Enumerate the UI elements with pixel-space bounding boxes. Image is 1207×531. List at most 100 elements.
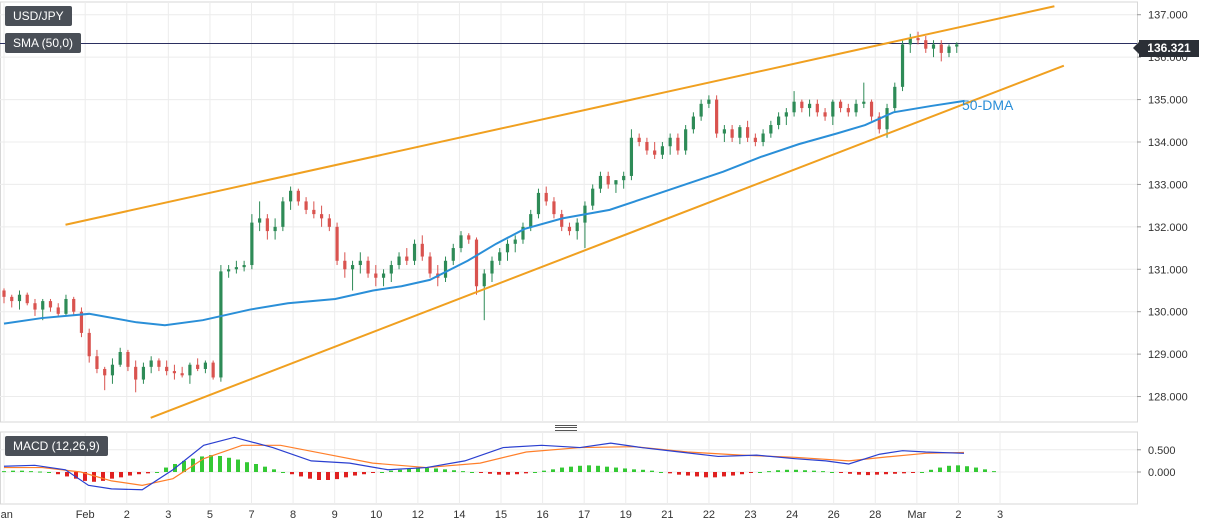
x-tick-label: 23 xyxy=(744,509,756,521)
candle-body xyxy=(188,364,192,376)
macd-hist-bar xyxy=(488,472,492,474)
candle-body xyxy=(451,248,455,261)
macd-hist-bar xyxy=(65,472,69,477)
macd-hist-bar xyxy=(623,468,627,472)
candle-body xyxy=(846,108,850,113)
x-tick-label: 2 xyxy=(955,509,961,521)
macd-hist-bar xyxy=(587,465,591,472)
candle-body xyxy=(87,332,91,357)
candle-body xyxy=(2,290,6,297)
candle-body xyxy=(126,352,130,367)
macd-hist-bar xyxy=(776,470,780,472)
x-tick-label: 22 xyxy=(703,509,715,521)
candle-body xyxy=(234,267,238,270)
candle-body xyxy=(467,235,471,240)
macd-hist-bar xyxy=(605,466,609,472)
candle-body xyxy=(118,352,122,365)
macd-hist-bar xyxy=(947,465,951,472)
candle-body xyxy=(350,265,355,270)
candle-body xyxy=(110,364,115,376)
macd-hist-bar xyxy=(470,472,474,473)
macd-hist-bar xyxy=(83,472,87,481)
macd-hist-bar xyxy=(119,472,123,478)
macd-hist-bar xyxy=(74,472,78,479)
macd-hist-bar xyxy=(434,468,438,472)
x-tick-label: 10 xyxy=(370,509,382,521)
macd-hist-bar xyxy=(749,472,753,473)
candle-body xyxy=(180,373,184,376)
macd-hist-bar xyxy=(479,472,483,473)
candle-body xyxy=(48,301,53,308)
macd-hist-bar xyxy=(164,467,168,472)
macd-hist-bar xyxy=(290,472,294,475)
x-tick-label: 15 xyxy=(495,509,507,521)
candle-body xyxy=(428,256,432,274)
candle-body xyxy=(931,44,936,49)
candle-body xyxy=(141,366,146,380)
macd-hist-bar xyxy=(965,466,969,472)
candle-body xyxy=(823,112,827,117)
macd-hist-bar xyxy=(362,472,366,475)
candle-body xyxy=(227,269,231,272)
macd-hist-bar xyxy=(380,472,384,473)
candle-body xyxy=(10,296,14,302)
last-price-tag: 136.321 xyxy=(1133,40,1199,57)
candle-body xyxy=(761,133,765,142)
macd-hist-bar xyxy=(992,471,996,473)
candle-body xyxy=(498,252,502,261)
candle-body xyxy=(653,150,657,155)
candle-body xyxy=(614,180,618,185)
macd-indicator-label[interactable]: MACD (12,26,9) xyxy=(5,436,108,456)
candle-body xyxy=(366,260,370,274)
candle-body xyxy=(676,137,680,151)
macd-hist-bar xyxy=(542,470,546,472)
macd-hist-bar xyxy=(659,472,663,473)
macd-hist-bar xyxy=(272,469,276,472)
macd-hist-bar xyxy=(452,470,456,472)
candle-body xyxy=(165,366,169,372)
price-pane-frame xyxy=(0,1,1138,423)
candle-body xyxy=(792,101,796,113)
sma-indicator-label[interactable]: SMA (50,0) xyxy=(5,33,82,53)
x-tick-label: 28 xyxy=(869,509,881,521)
macd-hist-bar xyxy=(254,464,258,472)
candle-body xyxy=(327,218,331,227)
pane-resize-handle[interactable] xyxy=(555,425,577,431)
macd-hist-bar xyxy=(857,472,861,475)
candle-body xyxy=(660,146,665,155)
macd-hist-bar xyxy=(533,472,537,473)
candle-body xyxy=(513,239,517,244)
macd-hist-bar xyxy=(29,471,33,473)
x-tick-label: 12 xyxy=(412,509,424,521)
macd-hist-bar xyxy=(983,469,987,472)
candle-body xyxy=(33,303,37,310)
macd-hist-bar xyxy=(929,469,933,472)
candle-body xyxy=(505,243,510,253)
y-tick-label: 133.000 xyxy=(1148,179,1188,191)
x-tick-label: 3 xyxy=(165,509,171,521)
candle-body xyxy=(900,44,905,87)
macd-hist-bar xyxy=(767,471,771,473)
candle-body xyxy=(807,103,812,109)
candle-body xyxy=(17,294,22,302)
macd-hist-bar xyxy=(596,465,600,472)
candle-body xyxy=(134,366,138,380)
x-tick-label: 5 xyxy=(207,509,213,521)
macd-y-tick-label: 0.500 xyxy=(1148,445,1176,457)
macd-hist-bar xyxy=(632,469,636,472)
symbol-label[interactable]: USD/JPY xyxy=(5,6,72,26)
dma-label: 50-DMA xyxy=(962,97,1014,113)
candle-body xyxy=(738,127,742,138)
candle-body xyxy=(157,360,161,367)
candle-body xyxy=(397,256,401,266)
macd-hist-bar xyxy=(236,459,240,472)
macd-hist-bar xyxy=(407,468,411,472)
macd-hist-bar xyxy=(128,472,132,476)
candle-body xyxy=(629,137,634,176)
macd-hist-bar xyxy=(551,469,555,472)
candle-body xyxy=(598,175,603,189)
macd-hist-bar xyxy=(146,472,150,474)
candle-body xyxy=(622,175,626,181)
